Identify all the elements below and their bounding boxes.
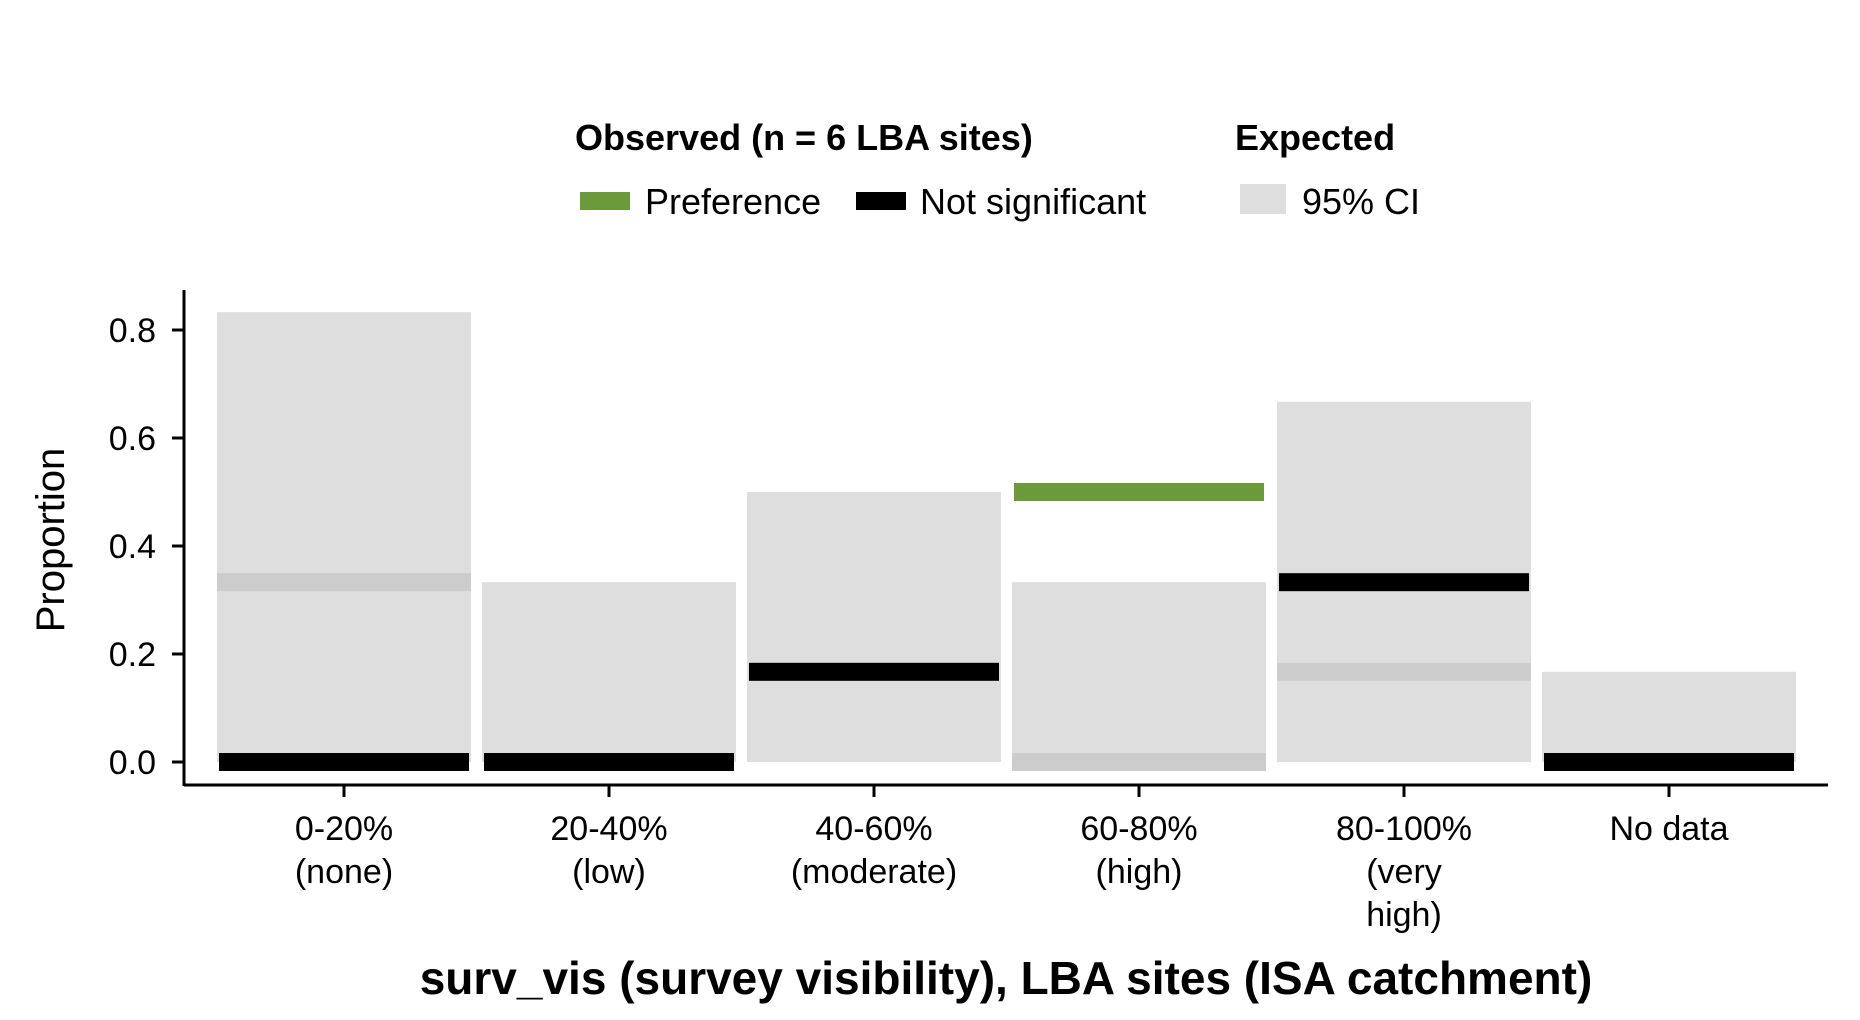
x-tick-label: No data <box>1609 810 1728 848</box>
legend-preference-swatch <box>580 192 630 210</box>
legend-ci-label: 95% CI <box>1302 181 1420 222</box>
ci-bar <box>1542 671 1796 762</box>
observed-bar <box>1279 573 1529 592</box>
expected-mean-bar <box>1012 753 1266 771</box>
observed-bar <box>1544 753 1794 771</box>
ci-bar <box>482 582 736 762</box>
ci-bars <box>217 312 1796 771</box>
y-ticks: 0.0 0.2 0.4 0.6 0.8 <box>109 312 184 782</box>
observed-bar <box>1014 483 1264 501</box>
x-tick-label: 40-60% (moderate) <box>791 810 957 891</box>
x-tick-label: 0-20% (none) <box>295 810 393 891</box>
legend-expected-title: Expected <box>1235 117 1395 158</box>
legend-not-significant-swatch <box>856 192 906 210</box>
ci-bar <box>747 492 1001 762</box>
y-axis-title: Proportion <box>29 448 73 633</box>
legend-ci-swatch <box>1240 184 1286 214</box>
expected-mean-bars <box>217 573 1531 771</box>
legend-not-significant-label: Not significant <box>920 181 1146 222</box>
legend-preference-label: Preference <box>645 181 821 222</box>
ci-bar <box>217 312 471 762</box>
x-tick-label: 60-80% (high) <box>1080 810 1197 891</box>
x-axis-title: surv_vis (survey visibility), LBA sites … <box>420 952 1593 1004</box>
x-ticks: 0-20% (none) 20-40% (low) 40-60% (moderate) 60… <box>295 785 1729 934</box>
expected-mean-bar <box>1277 662 1531 681</box>
y-tick-label: 0.2 <box>109 636 156 674</box>
observed-bar <box>219 753 469 771</box>
y-tick-label: 0.0 <box>109 744 156 782</box>
legend-observed-title: Observed (n = 6 LBA sites) <box>575 117 1033 158</box>
observed-bar <box>484 753 734 771</box>
observed-bar <box>749 662 999 681</box>
x-tick-label: 80-100% (very high) <box>1336 810 1472 934</box>
observed-bars <box>219 483 1794 771</box>
x-tick-label: 20-40% (low) <box>550 810 667 891</box>
y-tick-label: 0.8 <box>109 312 156 350</box>
y-tick-label: 0.6 <box>109 420 156 458</box>
ci-bar <box>1012 582 1266 771</box>
expected-mean-bar <box>217 573 471 592</box>
y-tick-label: 0.4 <box>109 528 156 566</box>
legend: Observed (n = 6 LBA sites) Expected Pref… <box>575 117 1420 222</box>
